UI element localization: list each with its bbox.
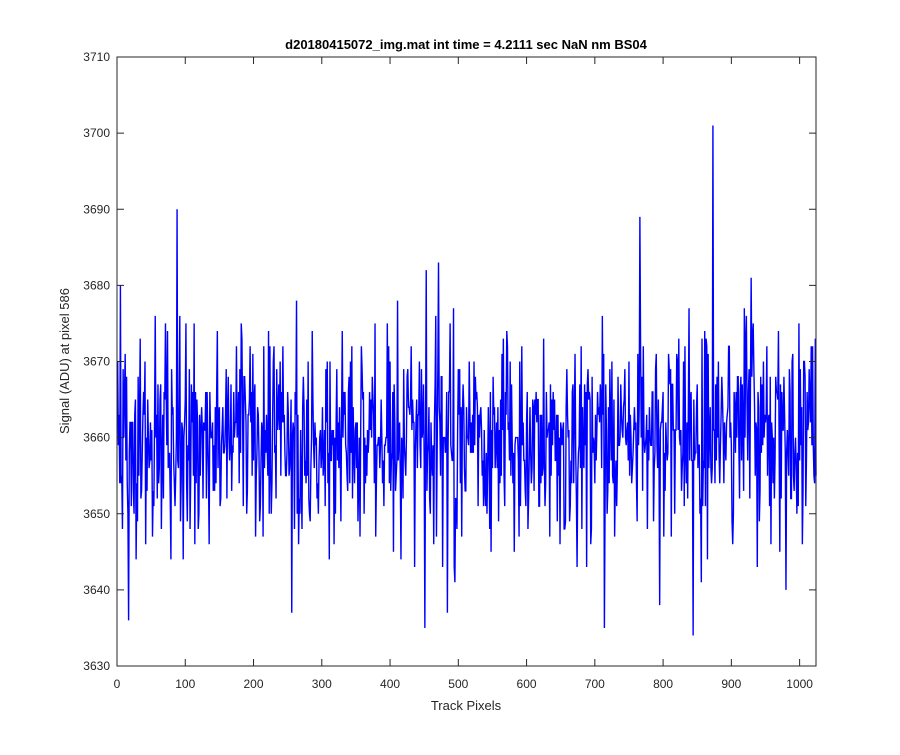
y-tick-label: 3650 <box>83 507 110 521</box>
y-tick-label: 3680 <box>83 278 110 292</box>
y-axis-label: Signal (ADU) at pixel 586 <box>57 288 72 434</box>
x-tick-label: 400 <box>380 677 400 691</box>
x-tick-label: 200 <box>244 677 264 691</box>
plot-area <box>117 57 816 666</box>
trace-layer <box>116 125 817 636</box>
x-tick-label: 1000 <box>786 677 813 691</box>
x-tick-label: 900 <box>721 677 741 691</box>
chart-title: d20180415072_img.mat int time = 4.2111 s… <box>285 37 647 52</box>
x-tick-label: 800 <box>653 677 673 691</box>
x-tick-label: 0 <box>114 677 121 691</box>
x-tick-label: 700 <box>585 677 605 691</box>
y-tick-label: 3710 <box>83 50 110 64</box>
x-tick-label: 600 <box>517 677 537 691</box>
y-tick-label: 3700 <box>83 126 110 140</box>
signal-trace-line <box>116 125 817 636</box>
axes-layer: 0 100 200 300 400 500 600 700 800 900 1000 3630 3640… <box>83 50 817 691</box>
y-tick-label: 3630 <box>83 659 110 673</box>
x-axis-label: Track Pixels <box>431 698 502 713</box>
x-tick-label: 300 <box>312 677 332 691</box>
y-tick-label: 3660 <box>83 431 110 445</box>
y-tick-label: 3690 <box>83 202 110 216</box>
x-tick-label: 100 <box>175 677 195 691</box>
y-tick-label: 3670 <box>83 355 110 369</box>
x-tick-label: 500 <box>448 677 468 691</box>
y-tick-label: 3640 <box>83 583 110 597</box>
